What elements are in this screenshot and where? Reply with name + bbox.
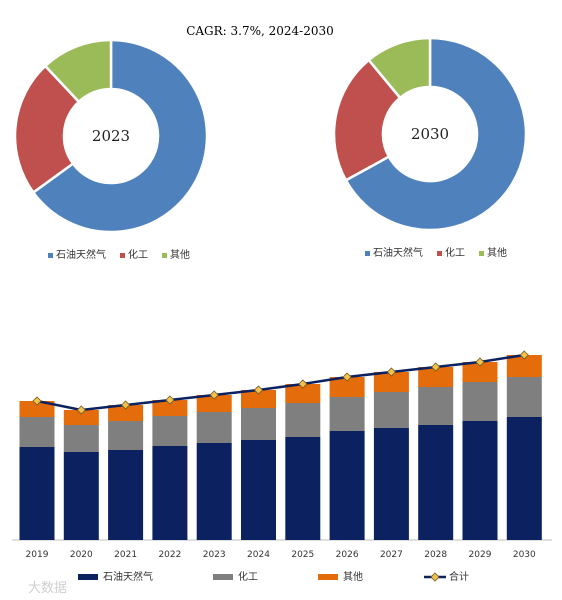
x-tick-2027: 2027 <box>380 550 403 560</box>
donut-2030-slice-0 <box>344 36 528 232</box>
bar-2029-series-2 <box>462 362 498 382</box>
bar-2021-series-1 <box>108 421 144 450</box>
bar-2024-series-2 <box>241 390 276 408</box>
x-tick-2026: 2026 <box>336 550 359 560</box>
x-tick-2022: 2022 <box>158 550 181 560</box>
bar-2019-series-1 <box>19 417 55 447</box>
donut-2030-legend: 石油天然气 化工 其他 <box>365 246 507 259</box>
bar-2023-series-0 <box>196 443 232 540</box>
watermark: 大数据 <box>28 581 67 596</box>
bar-2026-series-0 <box>329 431 365 540</box>
bar-2022-series-2 <box>152 400 188 416</box>
bar-legend-marker <box>430 572 440 582</box>
total-line <box>36 353 525 412</box>
total-marker-2028 <box>431 362 441 372</box>
bar-legend-label-2: 其他 <box>343 570 363 583</box>
bar-2027-series-0 <box>373 428 409 540</box>
donut-2030-slice-2 <box>367 36 432 100</box>
total-marker-2026 <box>342 372 352 382</box>
donut-2030-legend-label-2: 其他 <box>487 246 507 259</box>
total-marker-2023 <box>209 390 219 400</box>
bar-2025-series-0 <box>285 437 321 540</box>
bar-2027-series-1 <box>373 392 409 428</box>
x-tick-2029: 2029 <box>469 550 492 560</box>
chart-title: CAGR: 3.7%, 2024-2030 <box>186 24 334 38</box>
total-marker-2027 <box>386 367 396 377</box>
bar-legend-label-3: 合计 <box>449 570 469 583</box>
bar-legend-swatch-0 <box>78 574 98 580</box>
donut-2030-legend-label-1: 化工 <box>445 246 465 259</box>
bar-2024-series-1 <box>241 408 276 440</box>
bar-2019-series-2 <box>19 401 55 417</box>
donut-2023-legend: 石油天然气 化工 其他 <box>48 248 190 261</box>
bar-2027-series-2 <box>373 372 409 392</box>
bar-legend-label-1: 化工 <box>238 570 258 583</box>
bar-2026-series-2 <box>329 377 365 397</box>
x-tick-2021: 2021 <box>114 550 137 560</box>
total-marker-2021 <box>121 400 131 410</box>
donut-2023-legend-label-2: 其他 <box>170 248 190 261</box>
bar-2029-series-0 <box>462 421 498 540</box>
donut-2023-legend-swatch-1 <box>120 253 125 258</box>
bar-2019-series-0 <box>19 447 55 540</box>
donut-2023-legend-label-0: 石油天然气 <box>56 248 106 261</box>
donut-chart-2023: 2023 <box>13 38 209 234</box>
donut-2030-legend-swatch-2 <box>479 251 484 256</box>
donut-2030-legend-label-0: 石油天然气 <box>373 246 423 259</box>
total-marker-2029 <box>475 357 485 367</box>
bar-legend-swatch-2 <box>318 574 338 580</box>
x-tick-2019: 2019 <box>26 550 49 560</box>
bar-2030-series-2 <box>506 355 542 377</box>
bar-2022-series-1 <box>152 416 188 446</box>
bar-2030-series-0 <box>506 417 542 540</box>
bar-2028-series-2 <box>418 367 454 387</box>
bar-2025-series-1 <box>285 403 321 437</box>
total-marker-2030 <box>519 350 529 360</box>
donut-chart-2030: 2030 <box>332 36 528 232</box>
bar-legend-swatch-1 <box>213 574 233 580</box>
total-marker-2025 <box>298 379 308 389</box>
x-tick-2025: 2025 <box>291 550 314 560</box>
donut-2030-legend-swatch-1 <box>437 251 442 256</box>
bar-2024-series-0 <box>241 440 276 540</box>
donut-2030-legend-swatch-0 <box>365 251 370 256</box>
bar-2022-series-0 <box>152 446 188 540</box>
x-tick-2030: 2030 <box>513 550 536 560</box>
bar-2023-series-1 <box>196 412 232 443</box>
donut-2030-center-label: 2030 <box>411 125 449 143</box>
bar-2020-series-2 <box>63 410 99 425</box>
bar-2026-series-1 <box>329 397 365 431</box>
x-tick-2024: 2024 <box>247 550 270 560</box>
donut-2023-slice-2 <box>43 38 113 104</box>
bar-2020-series-0 <box>63 452 99 540</box>
donut-2030-slice-1 <box>332 58 402 182</box>
bar-2028-series-0 <box>418 425 454 540</box>
bar-chart-legend: 石油天然气 化工 其他 合计 <box>78 570 469 583</box>
x-tick-2028: 2028 <box>424 550 447 560</box>
donut-2023-legend-label-1: 化工 <box>128 248 148 261</box>
donut-2023-legend-swatch-0 <box>48 253 53 258</box>
total-marker-2022 <box>165 395 175 405</box>
stacked-bar-chart: 2019 2020 2021 2022 2023 2024 2025 2026 2027 2028… <box>12 350 552 560</box>
bar-2028-series-1 <box>418 387 454 425</box>
total-marker-2019 <box>32 396 42 406</box>
total-marker-2020 <box>76 405 86 415</box>
bar-2021-series-2 <box>108 405 144 421</box>
x-tick-2020: 2020 <box>70 550 93 560</box>
total-marker-2024 <box>253 385 264 395</box>
bar-2020-series-1 <box>63 425 99 452</box>
donut-2023-center-label: 2023 <box>92 127 130 145</box>
bar-2029-series-1 <box>462 382 498 421</box>
bar-2025-series-2 <box>285 384 321 403</box>
bar-2030-series-1 <box>506 377 542 417</box>
donut-2023-slice-0 <box>31 38 209 234</box>
bar-2023-series-2 <box>196 395 232 412</box>
donut-2023-legend-swatch-2 <box>162 253 167 258</box>
x-tick-2023: 2023 <box>203 550 226 560</box>
bar-2021-series-0 <box>108 450 144 540</box>
bar-legend-label-0: 石油天然气 <box>103 570 153 583</box>
donut-2023-slice-1 <box>13 64 81 195</box>
